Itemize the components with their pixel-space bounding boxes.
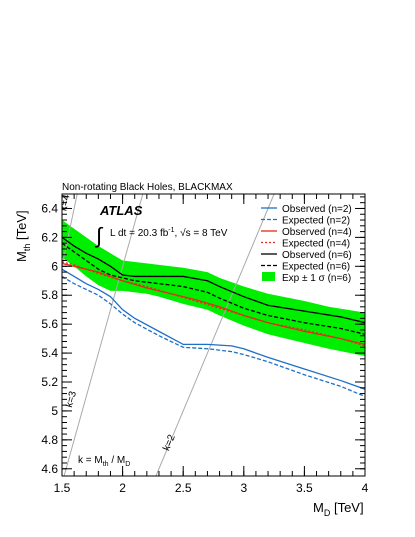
series-line-observed-n-6 bbox=[62, 236, 365, 324]
y-tick-label: 5.6 bbox=[41, 317, 58, 331]
k-line-label-4: k=4 bbox=[58, 193, 72, 212]
k-definition: k = Mth / MD bbox=[78, 455, 130, 468]
x-tick-label: 4 bbox=[362, 481, 369, 495]
y-tick-label: 6 bbox=[51, 259, 58, 273]
series-line-observed-n-2 bbox=[62, 268, 365, 390]
x-tick-label: 3.5 bbox=[296, 481, 313, 495]
k-line-label-3: k=3 bbox=[64, 390, 79, 409]
x-tick-label: 2 bbox=[119, 481, 126, 495]
y-tick-label: 6.2 bbox=[41, 230, 58, 244]
y-tick-label: 5.8 bbox=[41, 288, 58, 302]
series-line-expected-n-6 bbox=[62, 242, 365, 335]
lumi-label: L dt = 20.3 fb-1, √s = 8 TeV bbox=[110, 227, 228, 239]
k-line-label-2: k=2 bbox=[161, 433, 178, 453]
k-line-3 bbox=[63, 194, 144, 476]
y-tick-label: 5.4 bbox=[41, 346, 58, 360]
axis-ticks bbox=[61, 194, 366, 476]
exp-1sigma-band-n6 bbox=[62, 220, 365, 356]
series-line-observed-n-4 bbox=[62, 262, 365, 346]
y-tick-label: 4.6 bbox=[41, 462, 58, 476]
legend-label: Expected (n=4) bbox=[282, 239, 350, 250]
legend-label: Expected (n=6) bbox=[282, 262, 350, 273]
x-tick-label: 1.5 bbox=[54, 481, 71, 495]
chart-title: Non-rotating Black Holes, BLACKMAX bbox=[62, 182, 233, 193]
y-tick-label: 6.4 bbox=[41, 201, 58, 215]
x-tick-label: 3 bbox=[240, 481, 247, 495]
y-axis-label: Mth [TeV] bbox=[14, 210, 32, 262]
x-axis-label: MD [TeV] bbox=[313, 500, 364, 518]
atlas-label: ATLAS bbox=[99, 203, 143, 218]
legend-swatch-band bbox=[262, 272, 275, 281]
plot-frame bbox=[61, 193, 366, 477]
x-tick-label: 2.5 bbox=[175, 481, 192, 495]
y-tick-label: 5.2 bbox=[41, 375, 58, 389]
k-line-2 bbox=[155, 194, 275, 476]
legend: Observed (n=2)Expected (n=2)Observed (n=… bbox=[261, 204, 352, 284]
integral-symbol: ∫ bbox=[94, 223, 104, 248]
legend-label: Observed (n=2) bbox=[282, 204, 352, 215]
legend-label: Exp ± 1 σ (n=6) bbox=[282, 273, 351, 284]
y-tick-label: 5 bbox=[51, 404, 58, 418]
legend-label: Expected (n=2) bbox=[282, 216, 350, 227]
legend-label: Observed (n=4) bbox=[282, 227, 352, 238]
legend-label: Observed (n=6) bbox=[282, 250, 352, 261]
y-tick-label: 4.8 bbox=[41, 433, 58, 447]
band-layer bbox=[62, 220, 365, 356]
series-line-expected-n-2 bbox=[62, 275, 365, 398]
tick-labels: 1.5 2 2.5 3 3.5 4 4.6 4.8 5 5.2 5.4 5.6 5.8 6 6.2 6.4 bbox=[41, 201, 368, 495]
series-layer bbox=[62, 236, 365, 398]
